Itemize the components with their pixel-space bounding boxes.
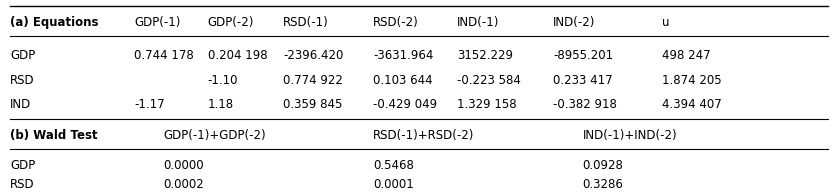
Text: 0.0531: 0.0531	[373, 195, 414, 196]
Text: GDP: GDP	[10, 159, 35, 172]
Text: IND: IND	[10, 195, 31, 196]
Text: RSD(-1)+RSD(-2): RSD(-1)+RSD(-2)	[373, 129, 474, 142]
Text: 0.204 198: 0.204 198	[208, 49, 267, 62]
Text: 0.4871: 0.4871	[582, 195, 623, 196]
Text: 0.0001: 0.0001	[373, 178, 414, 191]
Text: RSD: RSD	[10, 74, 34, 87]
Text: 1.874 205: 1.874 205	[662, 74, 722, 87]
Text: u: u	[662, 16, 670, 29]
Text: 1.18: 1.18	[208, 98, 234, 111]
Text: 0.3286: 0.3286	[582, 178, 623, 191]
Text: -1.10: -1.10	[208, 74, 238, 87]
Text: 0.0000: 0.0000	[163, 159, 204, 172]
Text: 498 247: 498 247	[662, 49, 711, 62]
Text: -1.17: -1.17	[134, 98, 165, 111]
Text: GDP: GDP	[10, 49, 35, 62]
Text: 0.103 644: 0.103 644	[373, 74, 432, 87]
Text: (a) Equations: (a) Equations	[10, 16, 99, 29]
Text: 0.233 417: 0.233 417	[553, 74, 613, 87]
Text: 0.3893: 0.3893	[163, 195, 204, 196]
Text: 0.0002: 0.0002	[163, 178, 204, 191]
Text: RSD(-2): RSD(-2)	[373, 16, 419, 29]
Text: -2396.420: -2396.420	[283, 49, 344, 62]
Text: 3152.229: 3152.229	[457, 49, 513, 62]
Text: IND(-1)+IND(-2): IND(-1)+IND(-2)	[582, 129, 677, 142]
Text: IND(-1): IND(-1)	[457, 16, 499, 29]
Text: -0.223 584: -0.223 584	[457, 74, 520, 87]
Text: 4.394 407: 4.394 407	[662, 98, 722, 111]
Text: -0.429 049: -0.429 049	[373, 98, 437, 111]
Text: GDP(-1): GDP(-1)	[134, 16, 180, 29]
Text: GDP(-2): GDP(-2)	[208, 16, 254, 29]
Text: IND(-2): IND(-2)	[553, 16, 596, 29]
Text: 0.359 845: 0.359 845	[283, 98, 343, 111]
Text: -3631.964: -3631.964	[373, 49, 433, 62]
Text: 1.329 158: 1.329 158	[457, 98, 516, 111]
Text: 0.744 178: 0.744 178	[134, 49, 194, 62]
Text: -8955.201: -8955.201	[553, 49, 613, 62]
Text: RSD: RSD	[10, 178, 34, 191]
Text: 0.0928: 0.0928	[582, 159, 623, 172]
Text: 0.5468: 0.5468	[373, 159, 414, 172]
Text: (b) Wald Test: (b) Wald Test	[10, 129, 98, 142]
Text: GDP(-1)+GDP(-2): GDP(-1)+GDP(-2)	[163, 129, 266, 142]
Text: IND: IND	[10, 98, 31, 111]
Text: 0.774 922: 0.774 922	[283, 74, 343, 87]
Text: -0.382 918: -0.382 918	[553, 98, 617, 111]
Text: RSD(-1): RSD(-1)	[283, 16, 329, 29]
